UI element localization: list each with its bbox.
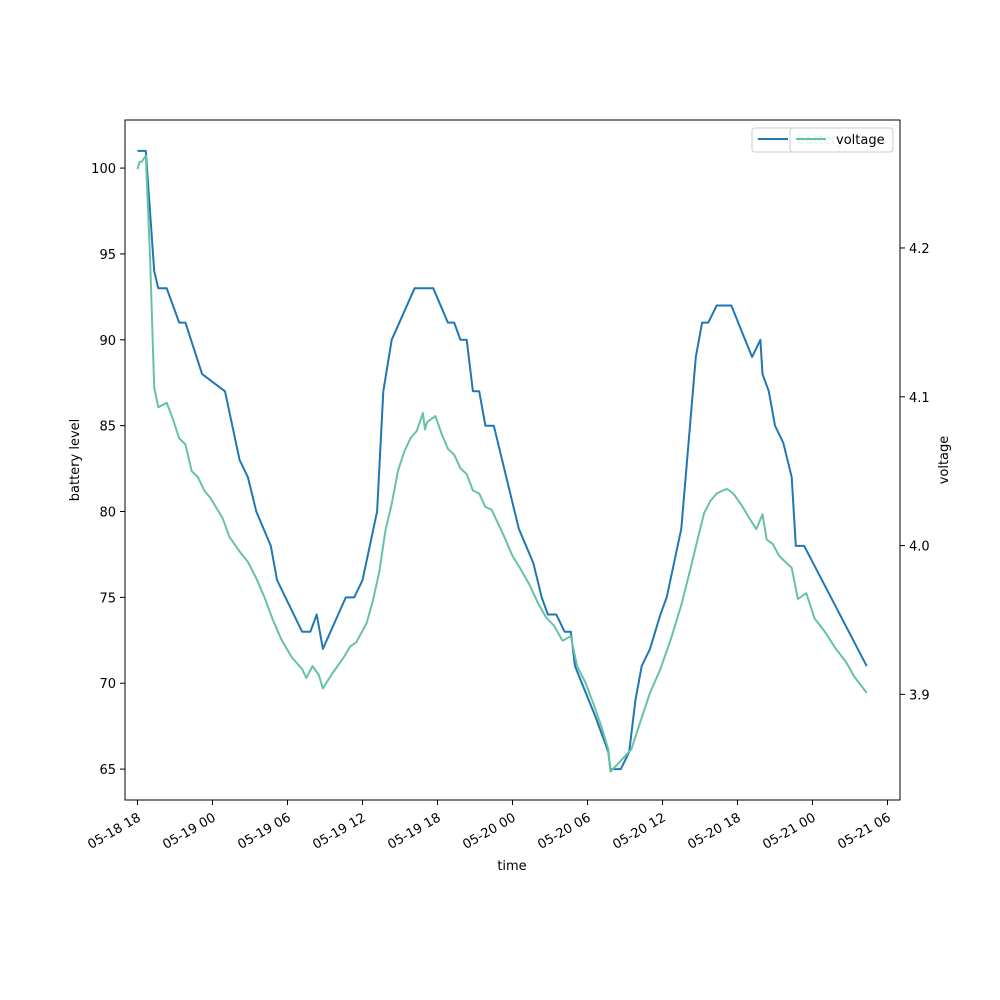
x-tick-label: 05-21 06 xyxy=(835,810,893,852)
y-left-tick-label: 95 xyxy=(99,248,116,263)
x-tick-label: 05-19 18 xyxy=(385,810,443,852)
y-left-tick-label: 80 xyxy=(99,506,116,521)
series-line-battery xyxy=(137,149,868,771)
x-tick-label: 05-19 12 xyxy=(310,810,368,852)
y-left-tick-label: 85 xyxy=(99,420,116,435)
x-tick-label: 05-18 18 xyxy=(85,810,143,852)
y-left-tick-label: 65 xyxy=(99,763,116,778)
legend-voltage-label: voltage xyxy=(836,133,885,148)
y-axis-left-label: battery level xyxy=(68,419,83,502)
x-tick-label: 05-20 00 xyxy=(460,810,518,852)
y-left-tick-label: 90 xyxy=(99,334,116,349)
series-line-voltage xyxy=(136,154,868,773)
y-axis-right: 3.9 4.0 4.1 4.2 xyxy=(900,242,930,703)
plot-frame xyxy=(124,119,901,801)
y-axis-left: 65 70 75 80 85 90 95 100 xyxy=(91,162,125,778)
legend-voltage: voltage xyxy=(789,127,894,153)
x-tick-label: 05-20 18 xyxy=(685,810,743,852)
y-right-tick-label: 4.1 xyxy=(909,391,930,406)
y-left-tick-label: 100 xyxy=(91,162,116,177)
y-right-tick-label: 3.9 xyxy=(909,688,930,703)
x-tick-label: 05-19 00 xyxy=(160,810,218,852)
x-axis-label: time xyxy=(497,859,526,874)
y-right-tick-label: 4.0 xyxy=(909,540,930,555)
y-right-tick-label: 4.2 xyxy=(909,242,930,257)
x-tick-label: 05-20 06 xyxy=(535,810,593,852)
y-axis-right-label: voltage xyxy=(937,436,952,485)
y-left-tick-label: 75 xyxy=(99,591,116,606)
y-left-tick-label: 70 xyxy=(99,677,116,692)
x-tick-label: 05-20 12 xyxy=(610,810,668,852)
x-tick-label: 05-19 06 xyxy=(235,810,293,852)
x-tick-label: 05-21 00 xyxy=(760,810,818,852)
plot-area xyxy=(124,119,901,801)
x-axis: 05-18 18 05-19 00 05-19 06 05-19 12 05-19 18… xyxy=(85,800,894,853)
